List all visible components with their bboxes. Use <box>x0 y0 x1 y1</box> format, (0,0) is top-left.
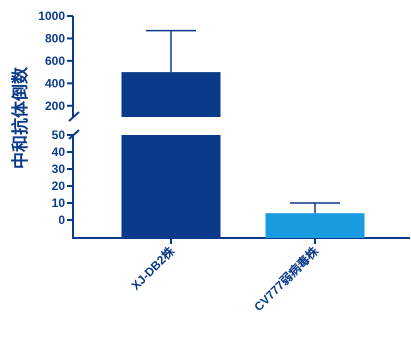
y-tick-label: 200 <box>45 99 65 113</box>
y-upper-ticks: 200 400 600 800 1000 <box>38 9 73 113</box>
y-tick-label: 400 <box>45 76 65 90</box>
y-tick-label: 0 <box>58 213 65 227</box>
bar-group <box>265 202 365 238</box>
axis-break-marks <box>68 111 80 140</box>
y-tick-label: 20 <box>52 179 66 193</box>
x-tick-label: CV777弱病毒株 <box>251 243 322 314</box>
x-tick-labels: XJ-DB2株 CV777弱病毒株 <box>128 238 322 314</box>
break-mark <box>68 129 80 140</box>
y-tick-label: 40 <box>52 145 66 159</box>
bar-lower-segment <box>121 135 221 238</box>
y-tick-label: 600 <box>45 54 65 68</box>
y-tick-label: 10 <box>52 196 66 210</box>
bar <box>265 213 365 238</box>
y-lower-ticks: 0 10 20 30 40 50 <box>52 128 73 227</box>
break-mark <box>68 111 80 122</box>
x-tick-label: XJ-DB2株 <box>128 243 178 293</box>
y-tick-label: 800 <box>45 31 65 45</box>
y-axis-label: 中和抗体倒数 <box>10 66 30 169</box>
y-tick-label: 30 <box>52 162 66 176</box>
y-tick-label: 50 <box>52 128 66 142</box>
y-tick-label: 1000 <box>38 9 65 23</box>
bar-group <box>121 29 221 238</box>
bar-upper-segment <box>121 72 221 117</box>
bars <box>121 29 365 238</box>
